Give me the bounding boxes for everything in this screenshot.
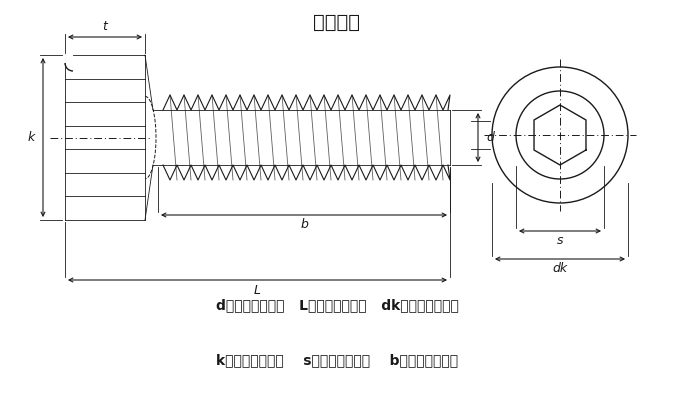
- Text: 产品测量: 产品测量: [313, 12, 360, 32]
- Text: d：代表螺纹直径   L：代表螺杆长度   dk：代表头部直径: d：代表螺纹直径 L：代表螺杆长度 dk：代表头部直径: [215, 298, 458, 312]
- Text: b: b: [300, 218, 308, 232]
- Text: s: s: [557, 234, 563, 248]
- Text: dk: dk: [552, 262, 568, 276]
- Text: k：代表头部厚度    s：代表六角对边    b：代表螺纹长度: k：代表头部厚度 s：代表六角对边 b：代表螺纹长度: [216, 353, 458, 367]
- Text: k: k: [28, 131, 34, 144]
- Text: d: d: [486, 131, 494, 144]
- Text: t: t: [103, 20, 107, 34]
- Text: L: L: [254, 284, 261, 296]
